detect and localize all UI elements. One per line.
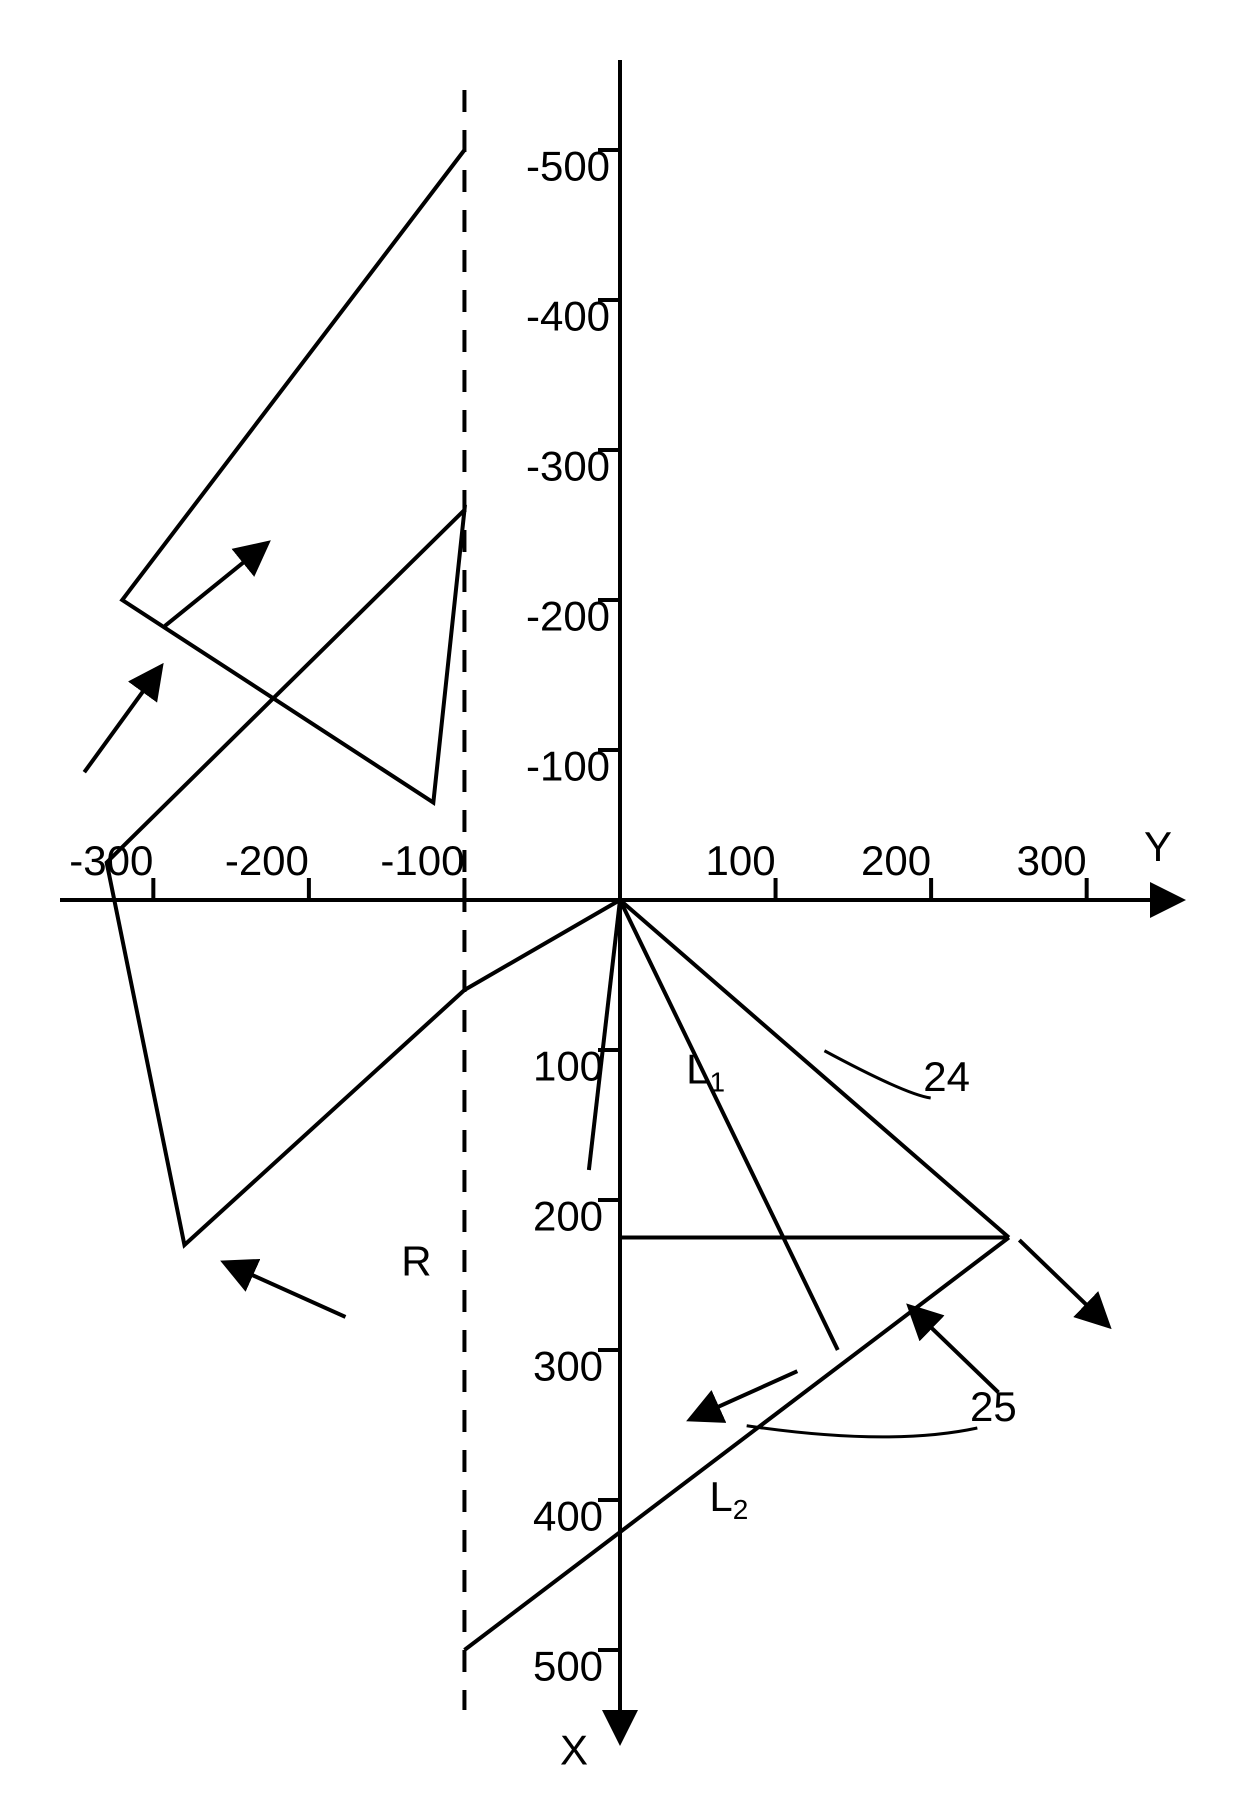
- x-tick-label-text: 500: [533, 1642, 603, 1689]
- x-tick-label: -100: [526, 742, 610, 789]
- y-tick-label: 200: [861, 837, 931, 884]
- y-tick-label: -100: [380, 837, 464, 884]
- direction-arrow-1: [1019, 1240, 1107, 1325]
- y-tick-label: 300: [1017, 837, 1087, 884]
- x-tick-label: -300: [526, 442, 610, 489]
- y-tick-label-text: 300: [1017, 837, 1087, 884]
- direction-arrow-0: [910, 1308, 998, 1393]
- x-tick-label: 500: [533, 1642, 603, 1689]
- svg-text:L1: L1: [686, 1046, 725, 1098]
- callout-24: 24: [824, 1051, 970, 1100]
- callout-24-text: 24: [923, 1053, 970, 1100]
- y-tick-label: 100: [705, 837, 775, 884]
- x-tick-label-text: -100: [526, 742, 610, 789]
- y-axis-label: Y: [1144, 823, 1172, 870]
- fan-line-0: [620, 900, 838, 1350]
- x-tick-label: 200: [533, 1192, 603, 1239]
- x-tick-label: 100: [533, 1042, 603, 1089]
- label-l2: L2: [709, 1473, 748, 1525]
- x-tick-label: 300: [533, 1342, 603, 1389]
- y-axis-label-text: Y: [1144, 823, 1172, 870]
- y-tick-label-text: -200: [225, 837, 309, 884]
- callout-25: 25: [747, 1383, 1017, 1437]
- x-tick-label-text: 400: [533, 1492, 603, 1539]
- label-l1: L1: [686, 1046, 725, 1098]
- x-tick-label: 400: [533, 1492, 603, 1539]
- callout-25-brace: [747, 1426, 978, 1437]
- segment-l2: [464, 1238, 1008, 1651]
- x-tick-label-text: 200: [533, 1192, 603, 1239]
- x-tick-label: -200: [526, 592, 610, 639]
- x-tick-label-text: -500: [526, 142, 610, 189]
- x-tick-label-text: -300: [526, 442, 610, 489]
- fan-line-1: [589, 900, 620, 1170]
- direction-arrow-5: [165, 544, 266, 626]
- reference-line-label-text: R: [401, 1237, 431, 1284]
- x-tick-label-text: 100: [533, 1042, 603, 1089]
- x-tick-label: -400: [526, 292, 610, 339]
- fan-line-2: [464, 900, 620, 990]
- x-axis-label: X: [560, 1726, 588, 1773]
- direction-arrow-3: [226, 1263, 346, 1317]
- y-tick-label-text: -100: [380, 837, 464, 884]
- plot-root: -500-400-300-200-100100200300400500-300-…: [60, 60, 1180, 1773]
- reference-line-label: R: [401, 1237, 431, 1284]
- y-tick-label-text: 200: [861, 837, 931, 884]
- x-tick-label-text: -200: [526, 592, 610, 639]
- x-tick-label: -500: [526, 142, 610, 189]
- direction-arrow-4: [84, 668, 160, 772]
- zigzag-path: [107, 150, 465, 1245]
- x-axis-label-text: X: [560, 1726, 588, 1773]
- svg-text:L2: L2: [709, 1473, 748, 1525]
- x-tick-label-text: -400: [526, 292, 610, 339]
- y-tick-label-text: 100: [705, 837, 775, 884]
- x-tick-label-text: 300: [533, 1342, 603, 1389]
- y-tick-label: -200: [225, 837, 309, 884]
